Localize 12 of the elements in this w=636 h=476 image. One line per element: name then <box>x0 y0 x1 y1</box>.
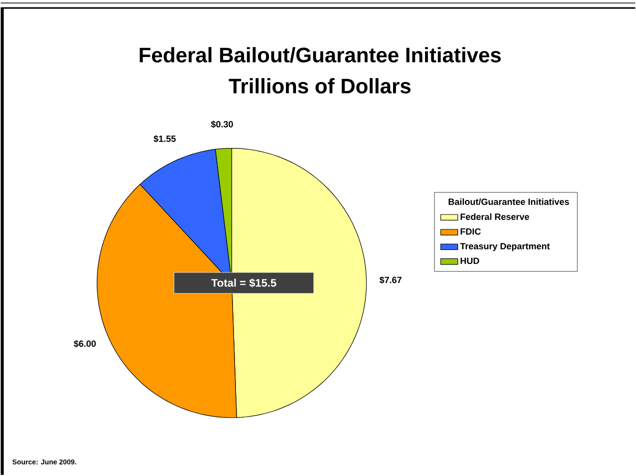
data-label: $6.00 <box>74 340 96 348</box>
legend-label: FDIC <box>460 228 481 235</box>
legend-label: HUD <box>460 258 480 264</box>
chart-title: Federal Bailout/Guarantee Initiatives <box>140 46 501 62</box>
legend-title: Bailout/Guarantee Initiatives <box>448 198 569 205</box>
legend-label: Federal Reserve <box>460 213 530 220</box>
data-label: $1.55 <box>154 134 176 142</box>
data-label: $7.67 <box>380 276 402 284</box>
chart-subtitle: Trillions of Dollars <box>228 78 411 94</box>
legend-label: Treasury Department <box>460 242 550 251</box>
text: Total = $15.5 <box>211 278 276 288</box>
data-label: $0.30 <box>210 120 233 128</box>
